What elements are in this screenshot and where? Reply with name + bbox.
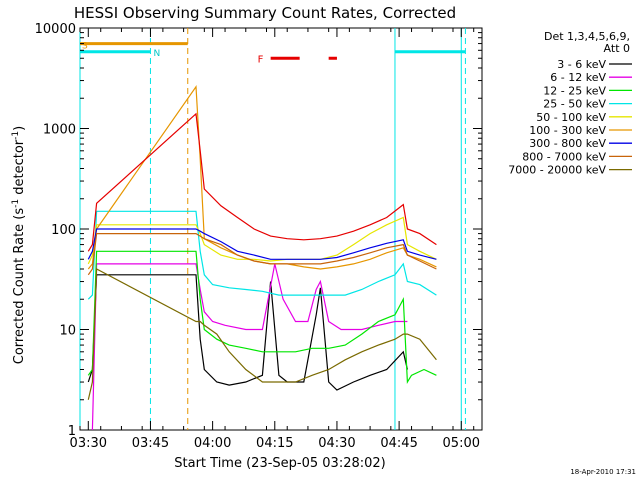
y-axis-label-mid: detector bbox=[12, 139, 27, 199]
x-axis: 03:30 03:45 04:00 04:15 04:30 04:45 05:00 bbox=[70, 28, 480, 451]
y-tick-label: 1 bbox=[68, 424, 76, 439]
chart-title: HESSI Observing Summary Count Rates, Cor… bbox=[74, 4, 456, 22]
legend-label: 7000 - 20000 keV bbox=[508, 164, 606, 177]
x-tick-label: 03:30 bbox=[70, 436, 107, 451]
y-tick-label: 10000 bbox=[35, 22, 76, 37]
flag-f-label: F bbox=[258, 54, 264, 65]
y-tick-label: 10 bbox=[59, 324, 76, 339]
series-line-3-6-kev bbox=[87, 274, 408, 391]
y-tick-label: 100 bbox=[51, 223, 76, 238]
y-axis: 1 10 100 1000 10000 bbox=[35, 22, 482, 439]
x-tick-label: 04:45 bbox=[380, 436, 417, 451]
series-line-7000-20000-kev bbox=[87, 268, 437, 400]
legend-label: 25 - 50 keV bbox=[543, 98, 606, 111]
legend-label: 12 - 25 keV bbox=[543, 84, 606, 97]
y-axis-label-main: Corrected Count Rate (s bbox=[12, 208, 27, 365]
x-tick-label: 03:45 bbox=[132, 436, 169, 451]
y-tick-label: 1000 bbox=[43, 123, 76, 138]
legend-label: 800 - 7000 keV bbox=[522, 150, 606, 163]
y-axis-label-end: ) bbox=[12, 126, 27, 131]
x-tick-label: 04:00 bbox=[194, 436, 231, 451]
legend-label: 50 - 100 keV bbox=[536, 111, 606, 124]
x-tick-label: 04:30 bbox=[318, 436, 355, 451]
legend-label: 300 - 800 keV bbox=[529, 137, 606, 150]
series-line-100-300-kev bbox=[87, 85, 437, 270]
series-line-800-7000-kev bbox=[87, 233, 437, 276]
series-line-25-50-kev bbox=[87, 210, 437, 300]
x-tick-label: 05:00 bbox=[443, 436, 480, 451]
series-line-6-12-kev bbox=[91, 263, 408, 430]
y-axis-label: Corrected Count Rate (s-1 detector-1) bbox=[11, 126, 27, 364]
legend-title-line2: Att 0 bbox=[604, 42, 630, 55]
x-axis-label: Start Time (23-Sep-05 03:28:02) bbox=[174, 456, 385, 471]
series-line-12-25-kev bbox=[87, 250, 437, 384]
series-line-background bbox=[87, 112, 437, 252]
y-axis-label-sup1: -1 bbox=[11, 199, 21, 208]
legend-label: 100 - 300 keV bbox=[529, 124, 606, 137]
series-line-300-800-kev bbox=[87, 228, 437, 260]
legend-title-line1: Det 1,3,4,5,6,9, bbox=[544, 30, 630, 43]
legend-label: 6 - 12 keV bbox=[550, 71, 606, 84]
legend-label: 3 - 6 keV bbox=[557, 58, 606, 71]
flag-n-label: N bbox=[153, 49, 160, 59]
plot-area: S N F bbox=[79, 27, 483, 431]
timestamp: 18-Apr-2010 17:31 bbox=[570, 468, 636, 476]
y-axis-label-sup2: -1 bbox=[11, 131, 21, 140]
x-tick-label: 04:15 bbox=[256, 436, 293, 451]
flag-s-label: S bbox=[82, 42, 88, 52]
